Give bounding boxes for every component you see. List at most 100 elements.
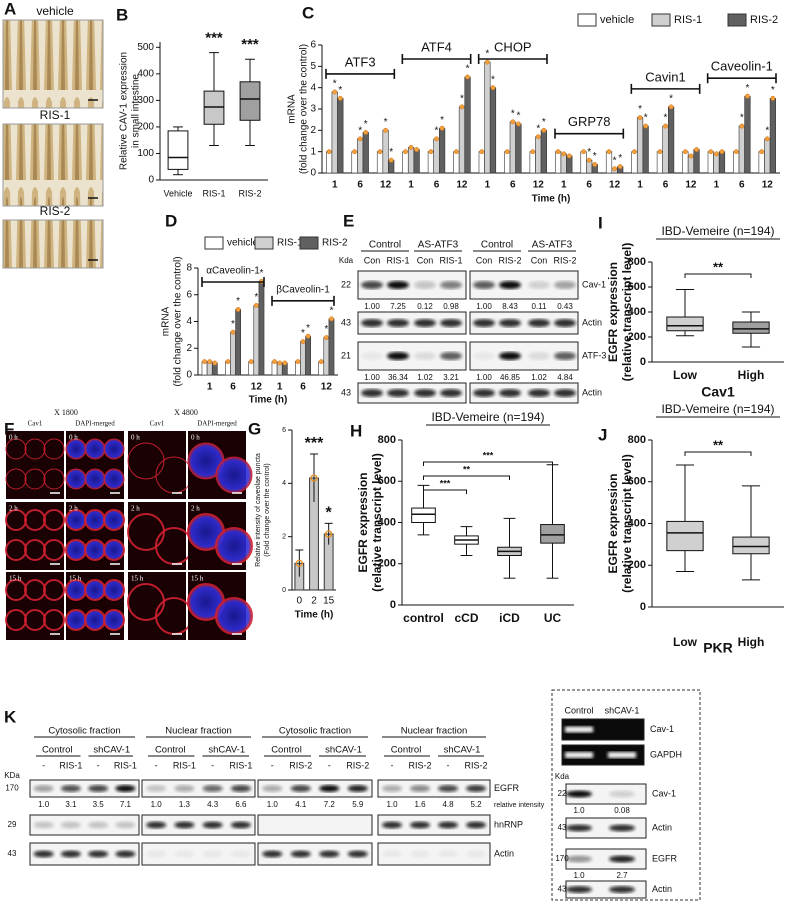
micrograph xyxy=(6,502,64,570)
condition-label: Control xyxy=(42,745,73,756)
legend-label: RIS-2 xyxy=(322,238,348,249)
quantification: 0.12 xyxy=(417,302,433,311)
significance: * xyxy=(485,49,489,60)
lane-label: - xyxy=(391,760,394,770)
x-tick-label: 0 xyxy=(297,596,303,607)
lane-label: Con xyxy=(476,255,493,265)
replicate-dot xyxy=(510,119,516,125)
bar xyxy=(458,106,466,174)
blot xyxy=(29,842,140,866)
blot xyxy=(469,382,579,404)
significance: * xyxy=(644,113,648,124)
fraction-label: Nuclear fraction xyxy=(401,726,468,737)
histology-image xyxy=(2,219,104,269)
significance: * xyxy=(765,126,769,137)
x-tick-label: High xyxy=(738,635,765,649)
bar xyxy=(515,123,522,174)
significance: * xyxy=(536,123,540,134)
replicate-dot xyxy=(535,134,541,140)
cell xyxy=(103,539,125,561)
replicate-dot xyxy=(668,104,674,110)
time-label: 15 h xyxy=(9,575,22,583)
x-tick-label: 1 xyxy=(277,382,283,393)
y-axis-label: mRNA xyxy=(161,306,172,336)
bar xyxy=(636,117,644,174)
y-tick-label: 0 xyxy=(310,168,316,179)
condition-label: Control xyxy=(391,745,422,756)
comparison-bracket xyxy=(684,273,752,278)
y-axis-label: (fold change over the control) xyxy=(173,256,184,386)
lane-label: RIS-2 xyxy=(464,760,487,770)
bar xyxy=(328,318,335,376)
replicate-dot xyxy=(453,149,459,155)
band xyxy=(202,850,223,858)
band xyxy=(609,824,635,832)
bar xyxy=(357,138,364,174)
row-label: GAPDH xyxy=(650,749,682,759)
band xyxy=(347,850,368,858)
micrograph xyxy=(128,431,186,499)
bar xyxy=(764,138,771,174)
group-label: ATF3 xyxy=(345,54,376,69)
lane-label: RIS-1 xyxy=(173,760,196,770)
gel xyxy=(561,718,645,741)
cell xyxy=(103,438,125,460)
mw-label: 43 xyxy=(8,849,17,858)
time-label: 0 h xyxy=(131,434,140,442)
x-tick-label: 12 xyxy=(456,180,468,191)
replicate-dot xyxy=(329,316,334,322)
bar xyxy=(693,149,700,174)
quantification: 1.0 xyxy=(573,871,585,880)
mw-label: 43 xyxy=(558,823,567,832)
mw-unit: KDa xyxy=(4,771,20,780)
row-label: Actin xyxy=(494,848,514,858)
replicate-dot xyxy=(643,123,649,129)
y-tick-label: 2 xyxy=(186,343,192,354)
band xyxy=(473,281,495,289)
row-label: Actin xyxy=(582,387,602,397)
y-tick-label: 600 xyxy=(378,475,396,487)
quantification: 1.0 xyxy=(573,806,585,815)
image-label: RIS-1 xyxy=(40,108,71,122)
blot xyxy=(141,779,256,798)
significance: * xyxy=(664,113,668,124)
y-tick-label: 4 xyxy=(282,480,286,487)
replicate-dot xyxy=(744,93,750,99)
band xyxy=(566,790,592,798)
x-tick-label: 6 xyxy=(300,382,306,393)
replicate-dot xyxy=(592,162,598,167)
significance: * xyxy=(613,155,617,166)
band xyxy=(414,281,436,289)
group-bracket xyxy=(201,277,265,287)
lane-label: - xyxy=(42,760,45,770)
bar xyxy=(464,76,471,174)
replicate-dot xyxy=(708,149,714,155)
replicate-dot xyxy=(352,149,358,155)
x-tick-label: 1 xyxy=(637,180,643,191)
blot xyxy=(257,814,373,836)
replicate-dot xyxy=(318,359,324,365)
row-label: Cav-1 xyxy=(652,788,676,798)
band xyxy=(387,281,409,289)
band xyxy=(566,886,592,893)
x-tick-label: 6 xyxy=(434,180,440,191)
band xyxy=(387,389,409,397)
quantification: 1.00 xyxy=(476,373,492,382)
y-tick-label: 1 xyxy=(310,146,316,157)
comparison-label: ** xyxy=(713,437,724,452)
x-tick-label: 12 xyxy=(321,382,333,393)
histology-image xyxy=(2,19,104,109)
group-label: βCaveolin-1 xyxy=(276,284,330,295)
y-tick-label: 6 xyxy=(310,40,316,51)
significance: *** xyxy=(241,36,259,53)
cell xyxy=(215,597,253,635)
y-tick-label: 0 xyxy=(640,601,646,613)
bar xyxy=(718,151,726,174)
cell xyxy=(103,579,125,601)
mw-label: 170 xyxy=(555,854,569,863)
y-tick-label: 6 xyxy=(186,289,192,300)
quantification: 1.0 xyxy=(151,800,163,809)
band xyxy=(528,281,550,289)
lane-label: RIS-1 xyxy=(114,760,137,770)
